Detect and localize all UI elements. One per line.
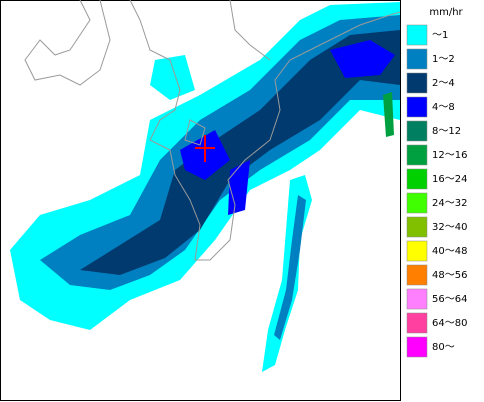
legend-swatch: [406, 24, 428, 46]
legend-swatch: [406, 336, 428, 358]
legend-swatch: [406, 144, 428, 166]
legend-swatch: [406, 192, 428, 214]
legend-label: 2～4: [432, 78, 455, 89]
legend-label: 4～8: [432, 102, 455, 113]
legend-swatch: [406, 312, 428, 334]
island-outline: [184, 119, 206, 146]
legend-swatch: [406, 216, 428, 238]
marker: [195, 135, 215, 162]
legend-swatch: [406, 264, 428, 286]
rain-band-moderate: [274, 195, 306, 340]
legend: ～1 1～2 2～4 4～8 8～12 12～16 16～24 24～32 32～40 40～48…: [406, 24, 467, 358]
coastline: [229, 0, 271, 61]
coastline: [24, 0, 111, 86]
legend-label: ～1: [432, 30, 448, 41]
legend-swatch: [406, 120, 428, 142]
legend-label: 80～: [432, 342, 455, 353]
legend-swatch: [406, 240, 428, 262]
legend-label: 1～2: [432, 54, 455, 65]
legend-title: mm/hr: [429, 7, 463, 18]
rain-cell: [150, 55, 195, 100]
legend-label: 8～12: [432, 126, 461, 137]
legend-swatch: [406, 288, 428, 310]
coastline: [129, 0, 401, 261]
legend-label: 40～48: [432, 246, 467, 257]
map-area: [0, 0, 401, 401]
legend-swatch: [406, 48, 428, 70]
rain-cell-strong: [383, 92, 394, 137]
legend-label: 32～40: [432, 222, 467, 233]
legend-label: 48～56: [432, 270, 467, 281]
rain-area-intense: [180, 40, 395, 215]
legend-label: 24～32: [432, 198, 467, 209]
legend-label: 64～80: [432, 318, 467, 329]
legend-swatch: [406, 72, 428, 94]
legend-swatch: [406, 96, 428, 118]
rain-area-heavy: [80, 30, 400, 275]
legend-label: 12～16: [432, 150, 467, 161]
legend-label: 56～64: [432, 294, 467, 305]
legend-label: 16～24: [432, 174, 467, 185]
legend-swatch: [406, 168, 428, 190]
